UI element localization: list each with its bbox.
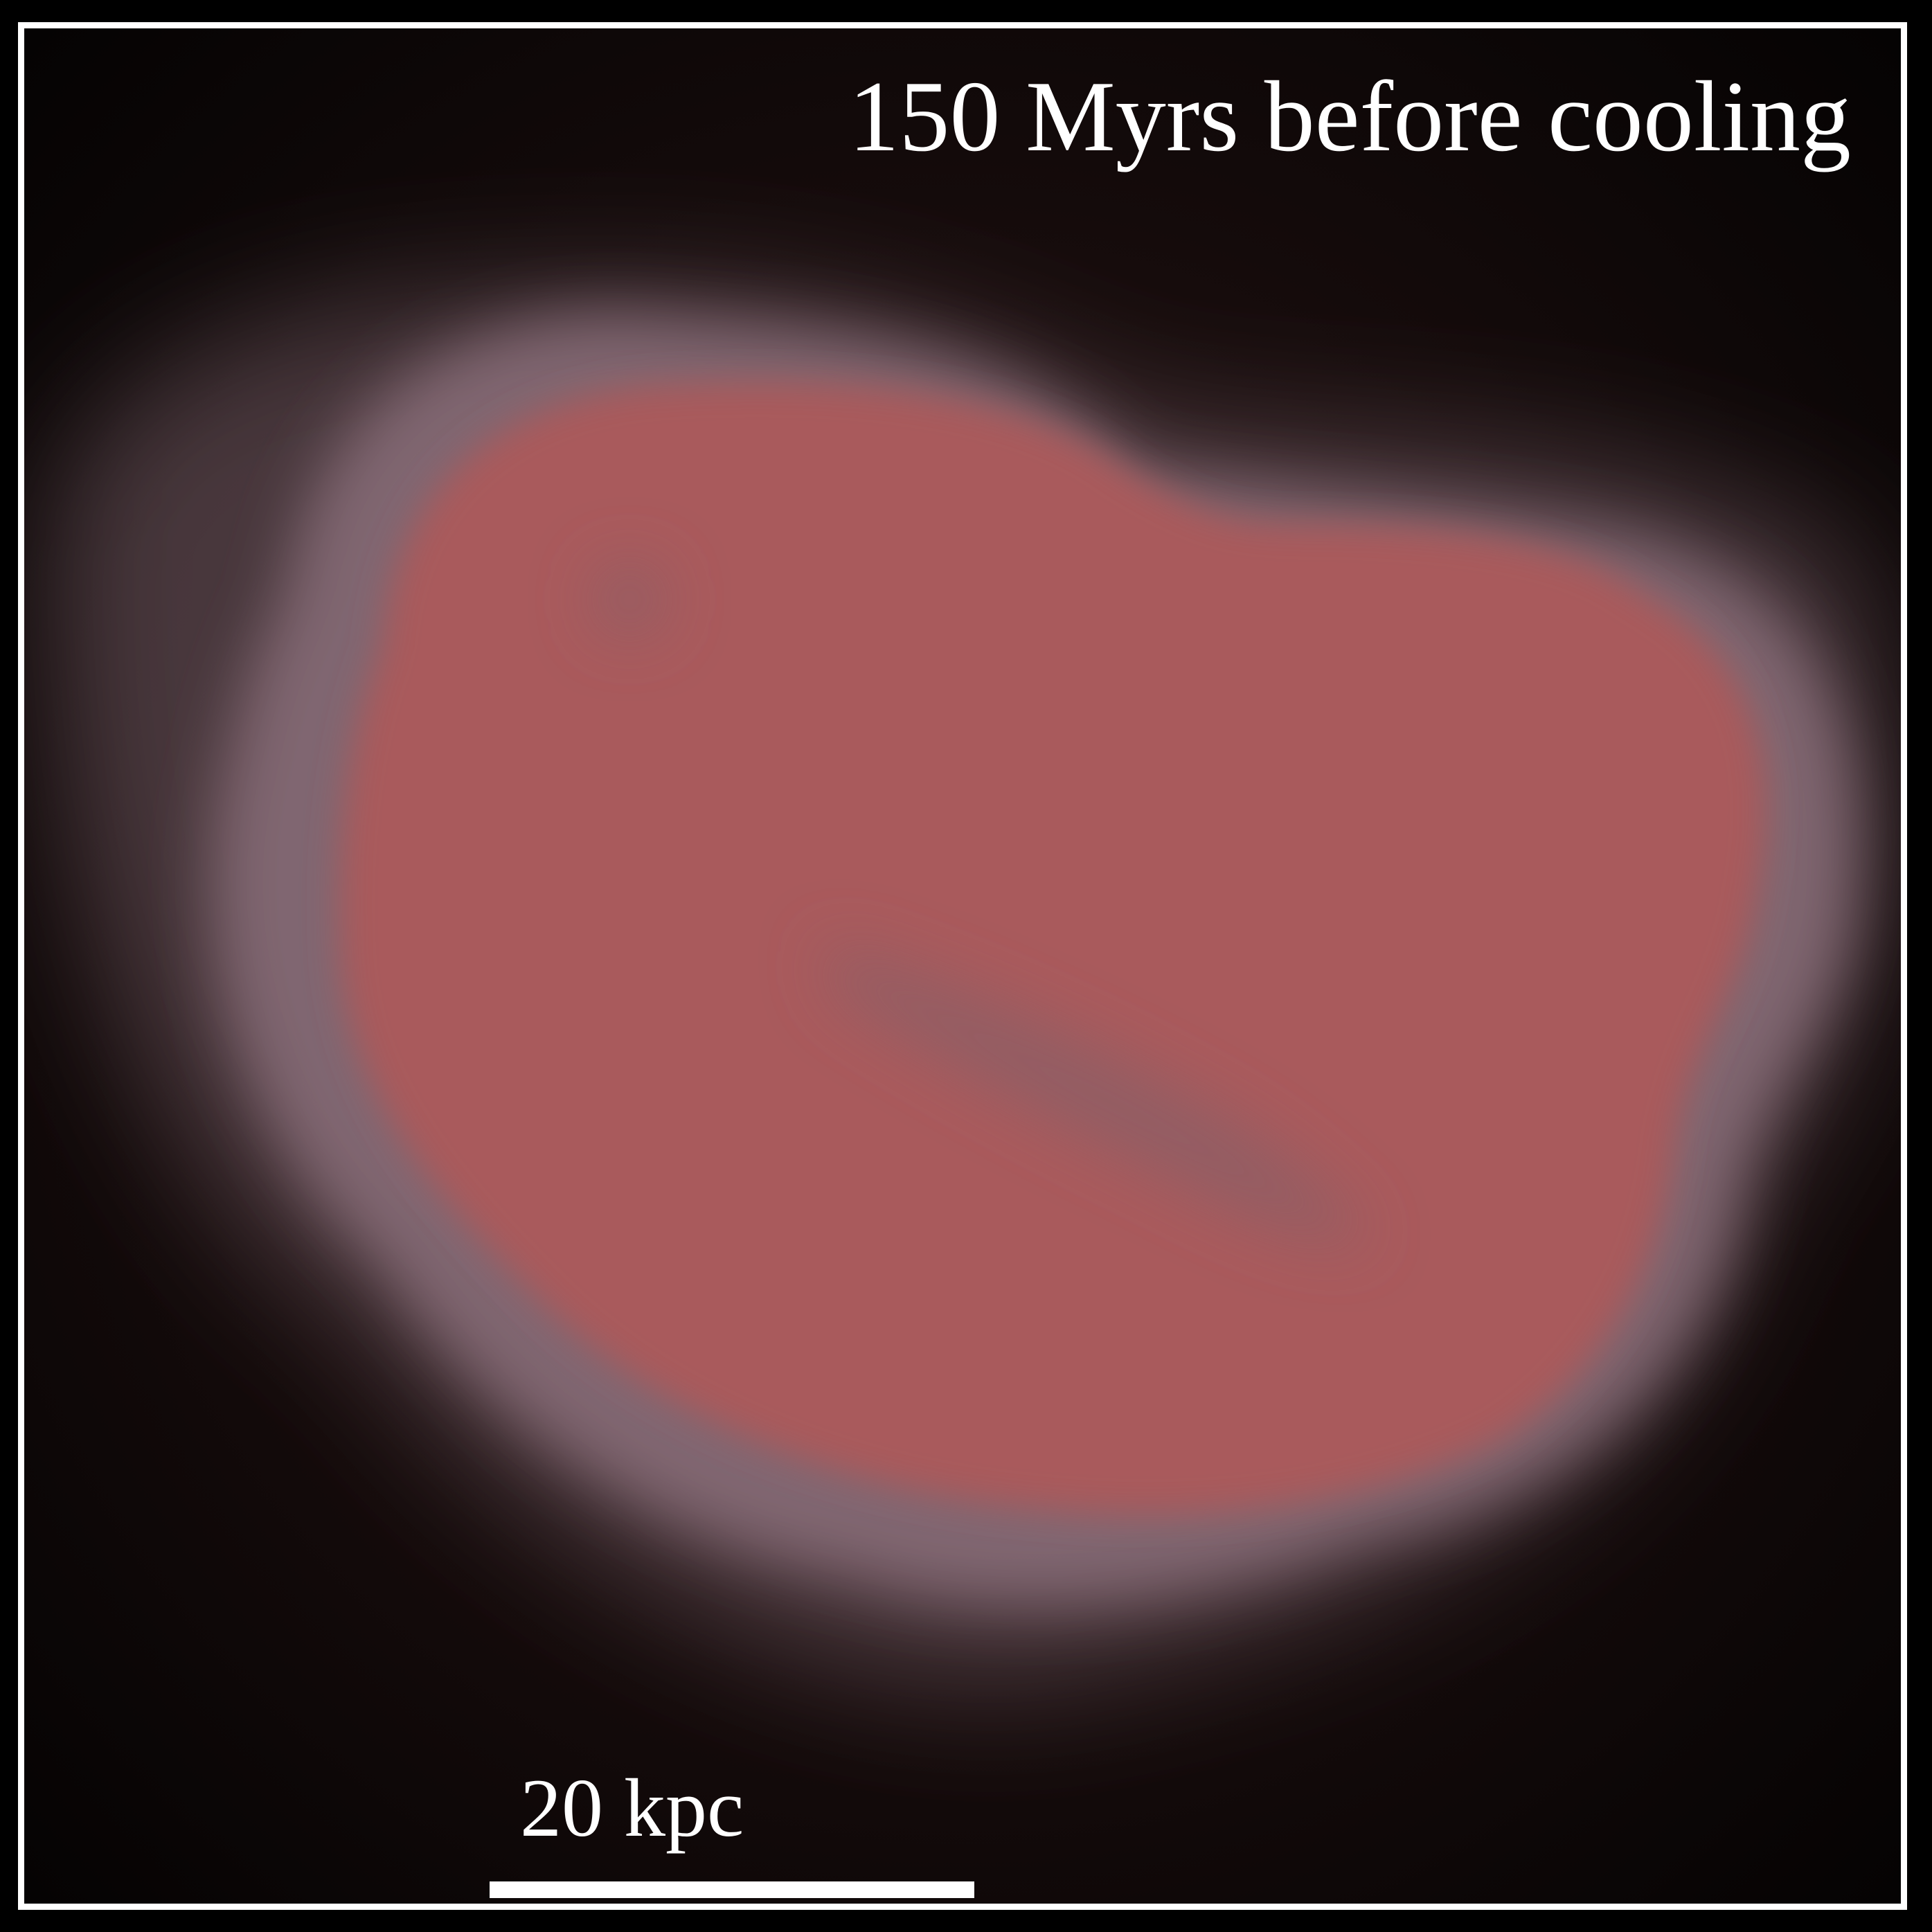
image-panel: 150 Myrs before cooling 20 kpc xyxy=(18,22,1907,1910)
dark-streak xyxy=(595,564,1373,1242)
gas-core xyxy=(339,381,1766,1515)
scale-bar xyxy=(490,1881,974,1898)
scale-bar-label: 20 kpc xyxy=(520,1762,744,1854)
time-label: 150 Myrs before cooling xyxy=(848,60,1851,172)
gas-density-render xyxy=(24,28,1901,1904)
